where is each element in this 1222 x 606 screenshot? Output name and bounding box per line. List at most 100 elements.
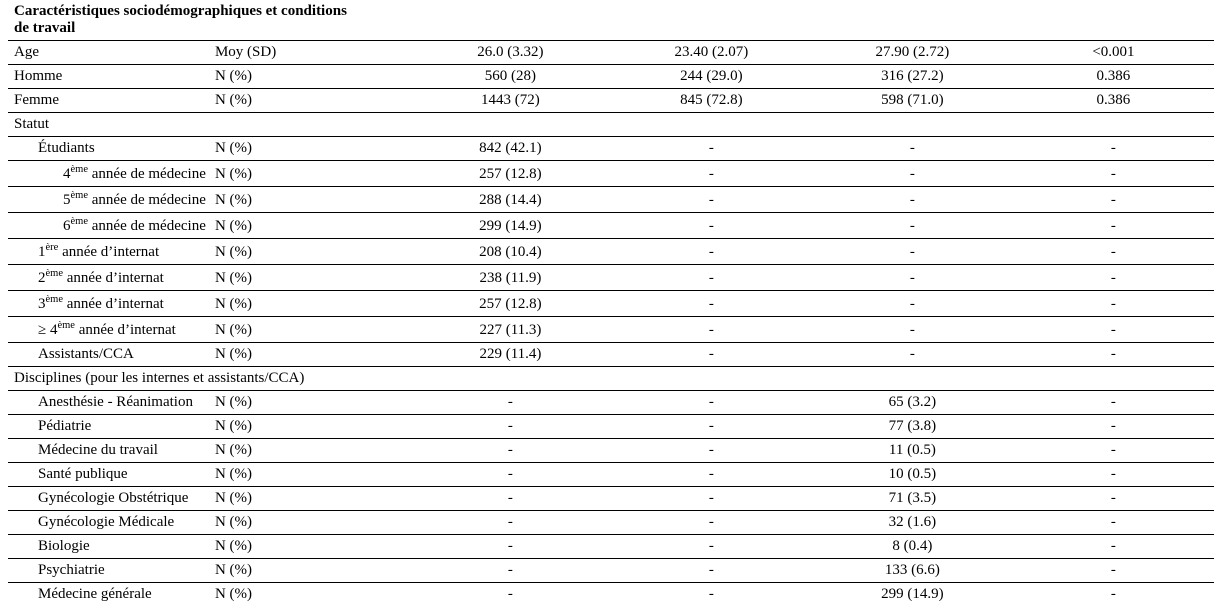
row-total: 229 (11.4) — [410, 343, 611, 367]
row-group2: - — [812, 213, 1013, 239]
row-group1: - — [611, 487, 812, 511]
row-pvalue: - — [1013, 463, 1214, 487]
table-row: Gynécologie MédicaleN (%)--32 (1.6)- — [8, 511, 1214, 535]
row-total: - — [410, 535, 611, 559]
subheader-row: Disciplines (pour les internes et assist… — [8, 367, 1214, 391]
row-label: Biologie — [8, 535, 209, 559]
row-label: 3ème année d’internat — [8, 291, 209, 317]
row-measure: N (%) — [209, 463, 410, 487]
table-row: FemmeN (%)1443 (72)845 (72.8)598 (71.0)0… — [8, 89, 1214, 113]
row-group2: - — [812, 161, 1013, 187]
row-measure: N (%) — [209, 239, 410, 265]
row-total: - — [410, 583, 611, 606]
table-row: HommeN (%)560 (28)244 (29.0)316 (27.2)0.… — [8, 65, 1214, 89]
table-container: Caractéristiques sociodémographiques et … — [0, 0, 1222, 606]
row-group2: - — [812, 265, 1013, 291]
row-measure: N (%) — [209, 265, 410, 291]
row-pvalue: - — [1013, 487, 1214, 511]
table-row: 3ème année d’internatN (%)257 (12.8)--- — [8, 291, 1214, 317]
row-pvalue: - — [1013, 291, 1214, 317]
row-measure: N (%) — [209, 439, 410, 463]
row-measure: N (%) — [209, 415, 410, 439]
row-measure: N (%) — [209, 213, 410, 239]
table-row: AgeMoy (SD)26.0 (3.32)23.40 (2.07)27.90 … — [8, 41, 1214, 65]
row-label: Femme — [8, 89, 209, 113]
row-label: Pédiatrie — [8, 415, 209, 439]
row-label: 1ère année d’internat — [8, 239, 209, 265]
table-body: Caractéristiques sociodémographiques et … — [8, 0, 1214, 606]
section-header-row: Caractéristiques sociodémographiques et … — [8, 0, 1214, 41]
table-row: 6ème année de médecineN (%)299 (14.9)--- — [8, 213, 1214, 239]
row-pvalue: - — [1013, 137, 1214, 161]
row-group2: 11 (0.5) — [812, 439, 1013, 463]
row-total: 238 (11.9) — [410, 265, 611, 291]
row-label: Assistants/CCA — [8, 343, 209, 367]
row-measure: N (%) — [209, 583, 410, 606]
row-group2: - — [812, 317, 1013, 343]
row-label: Psychiatrie — [8, 559, 209, 583]
row-total: - — [410, 511, 611, 535]
table-row: Médecine généraleN (%)--299 (14.9)- — [8, 583, 1214, 606]
table-row: Anesthésie - RéanimationN (%)--65 (3.2)- — [8, 391, 1214, 415]
row-measure: Moy (SD) — [209, 41, 410, 65]
row-measure: N (%) — [209, 187, 410, 213]
row-group2: 77 (3.8) — [812, 415, 1013, 439]
row-group2: 10 (0.5) — [812, 463, 1013, 487]
row-total: 257 (12.8) — [410, 291, 611, 317]
row-total: - — [410, 391, 611, 415]
row-group1: - — [611, 463, 812, 487]
row-group2: 299 (14.9) — [812, 583, 1013, 606]
row-total: 227 (11.3) — [410, 317, 611, 343]
row-group1: - — [611, 415, 812, 439]
row-group1: 23.40 (2.07) — [611, 41, 812, 65]
row-pvalue: 0.386 — [1013, 89, 1214, 113]
row-label: 4ème année de médecine — [8, 161, 209, 187]
row-pvalue: - — [1013, 511, 1214, 535]
row-group2: - — [812, 239, 1013, 265]
table-row: 4ème année de médecineN (%)257 (12.8)--- — [8, 161, 1214, 187]
row-pvalue: - — [1013, 535, 1214, 559]
row-total: 26.0 (3.32) — [410, 41, 611, 65]
row-total: - — [410, 439, 611, 463]
row-group1: - — [611, 439, 812, 463]
row-group2: 65 (3.2) — [812, 391, 1013, 415]
row-total: 257 (12.8) — [410, 161, 611, 187]
row-pvalue: - — [1013, 213, 1214, 239]
row-pvalue: - — [1013, 415, 1214, 439]
row-label: ≥ 4ème année d’internat — [8, 317, 209, 343]
row-total: 560 (28) — [410, 65, 611, 89]
row-measure: N (%) — [209, 317, 410, 343]
table-row: PédiatrieN (%)--77 (3.8)- — [8, 415, 1214, 439]
row-total: 288 (14.4) — [410, 187, 611, 213]
row-label: Anesthésie - Réanimation — [8, 391, 209, 415]
row-label: 2ème année d’internat — [8, 265, 209, 291]
table-row: Médecine du travailN (%)--11 (0.5)- — [8, 439, 1214, 463]
row-total: 208 (10.4) — [410, 239, 611, 265]
row-group2: - — [812, 291, 1013, 317]
row-measure: N (%) — [209, 65, 410, 89]
row-label: Age — [8, 41, 209, 65]
table-row: Santé publiqueN (%)--10 (0.5)- — [8, 463, 1214, 487]
row-measure: N (%) — [209, 137, 410, 161]
row-measure: N (%) — [209, 391, 410, 415]
row-group1: - — [611, 559, 812, 583]
row-measure: N (%) — [209, 161, 410, 187]
row-group1: - — [611, 187, 812, 213]
row-label: Médecine du travail — [8, 439, 209, 463]
row-pvalue: 0.386 — [1013, 65, 1214, 89]
row-measure: N (%) — [209, 89, 410, 113]
row-group1: - — [611, 291, 812, 317]
row-group2: - — [812, 187, 1013, 213]
row-measure: N (%) — [209, 343, 410, 367]
row-label: Homme — [8, 65, 209, 89]
subheader-cell: Statut — [8, 113, 1214, 137]
table-row: ÉtudiantsN (%)842 (42.1)--- — [8, 137, 1214, 161]
row-measure: N (%) — [209, 535, 410, 559]
row-group2: 27.90 (2.72) — [812, 41, 1013, 65]
row-group1: - — [611, 583, 812, 606]
row-pvalue: - — [1013, 439, 1214, 463]
row-total: 842 (42.1) — [410, 137, 611, 161]
row-total: 299 (14.9) — [410, 213, 611, 239]
row-pvalue: <0.001 — [1013, 41, 1214, 65]
subheader-cell: Disciplines (pour les internes et assist… — [8, 367, 1214, 391]
